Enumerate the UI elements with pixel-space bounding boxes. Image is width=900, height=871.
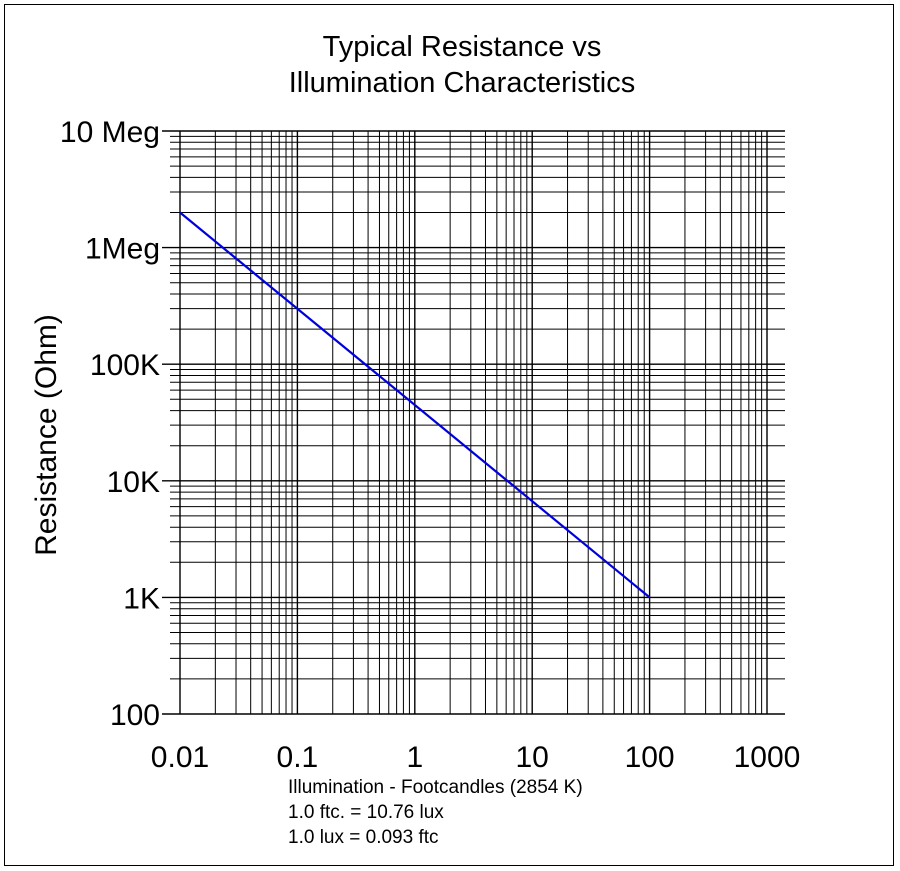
chart-title-line-2: Illumination Characteristics [289, 67, 636, 99]
y-tick-label: 1Meg [85, 233, 160, 266]
x-tick-label: 100 [625, 741, 675, 774]
grid [162, 130, 785, 715]
conversion-note-2: 1.0 lux = 0.093 ftc [288, 827, 439, 848]
resistance-curve-line [179, 211, 651, 599]
chart-title-line-1: Typical Resistance vs [323, 31, 602, 63]
y-tick-label: 100K [90, 349, 160, 382]
x-tick-label: 10 [516, 741, 549, 774]
x-tick-labels: 0.01 0.1 1 10 100 1000 [151, 741, 801, 774]
x-tick-label: 1 [406, 741, 423, 774]
y-axis-label: Resistance (Ohm) [30, 314, 63, 556]
y-tick-label: 1K [123, 582, 160, 615]
y-tick-labels: 10 Meg 1Meg 100K 10K 1K 100 [60, 116, 160, 732]
x-tick-label: 0.1 [277, 741, 319, 774]
chart-frame [4, 4, 894, 866]
y-tick-label: 100 [110, 699, 160, 732]
y-tick-label: 10K [107, 466, 160, 499]
x-tick-label: 1000 [734, 741, 801, 774]
series-layer [179, 211, 651, 599]
conversion-note-1: 1.0 ftc. = 10.76 lux [288, 802, 444, 823]
x-tick-label: 0.01 [151, 741, 209, 774]
x-axis-label: Illumination - Footcandles (2854 K) [288, 777, 583, 798]
y-tick-label: 10 Meg [60, 116, 160, 149]
